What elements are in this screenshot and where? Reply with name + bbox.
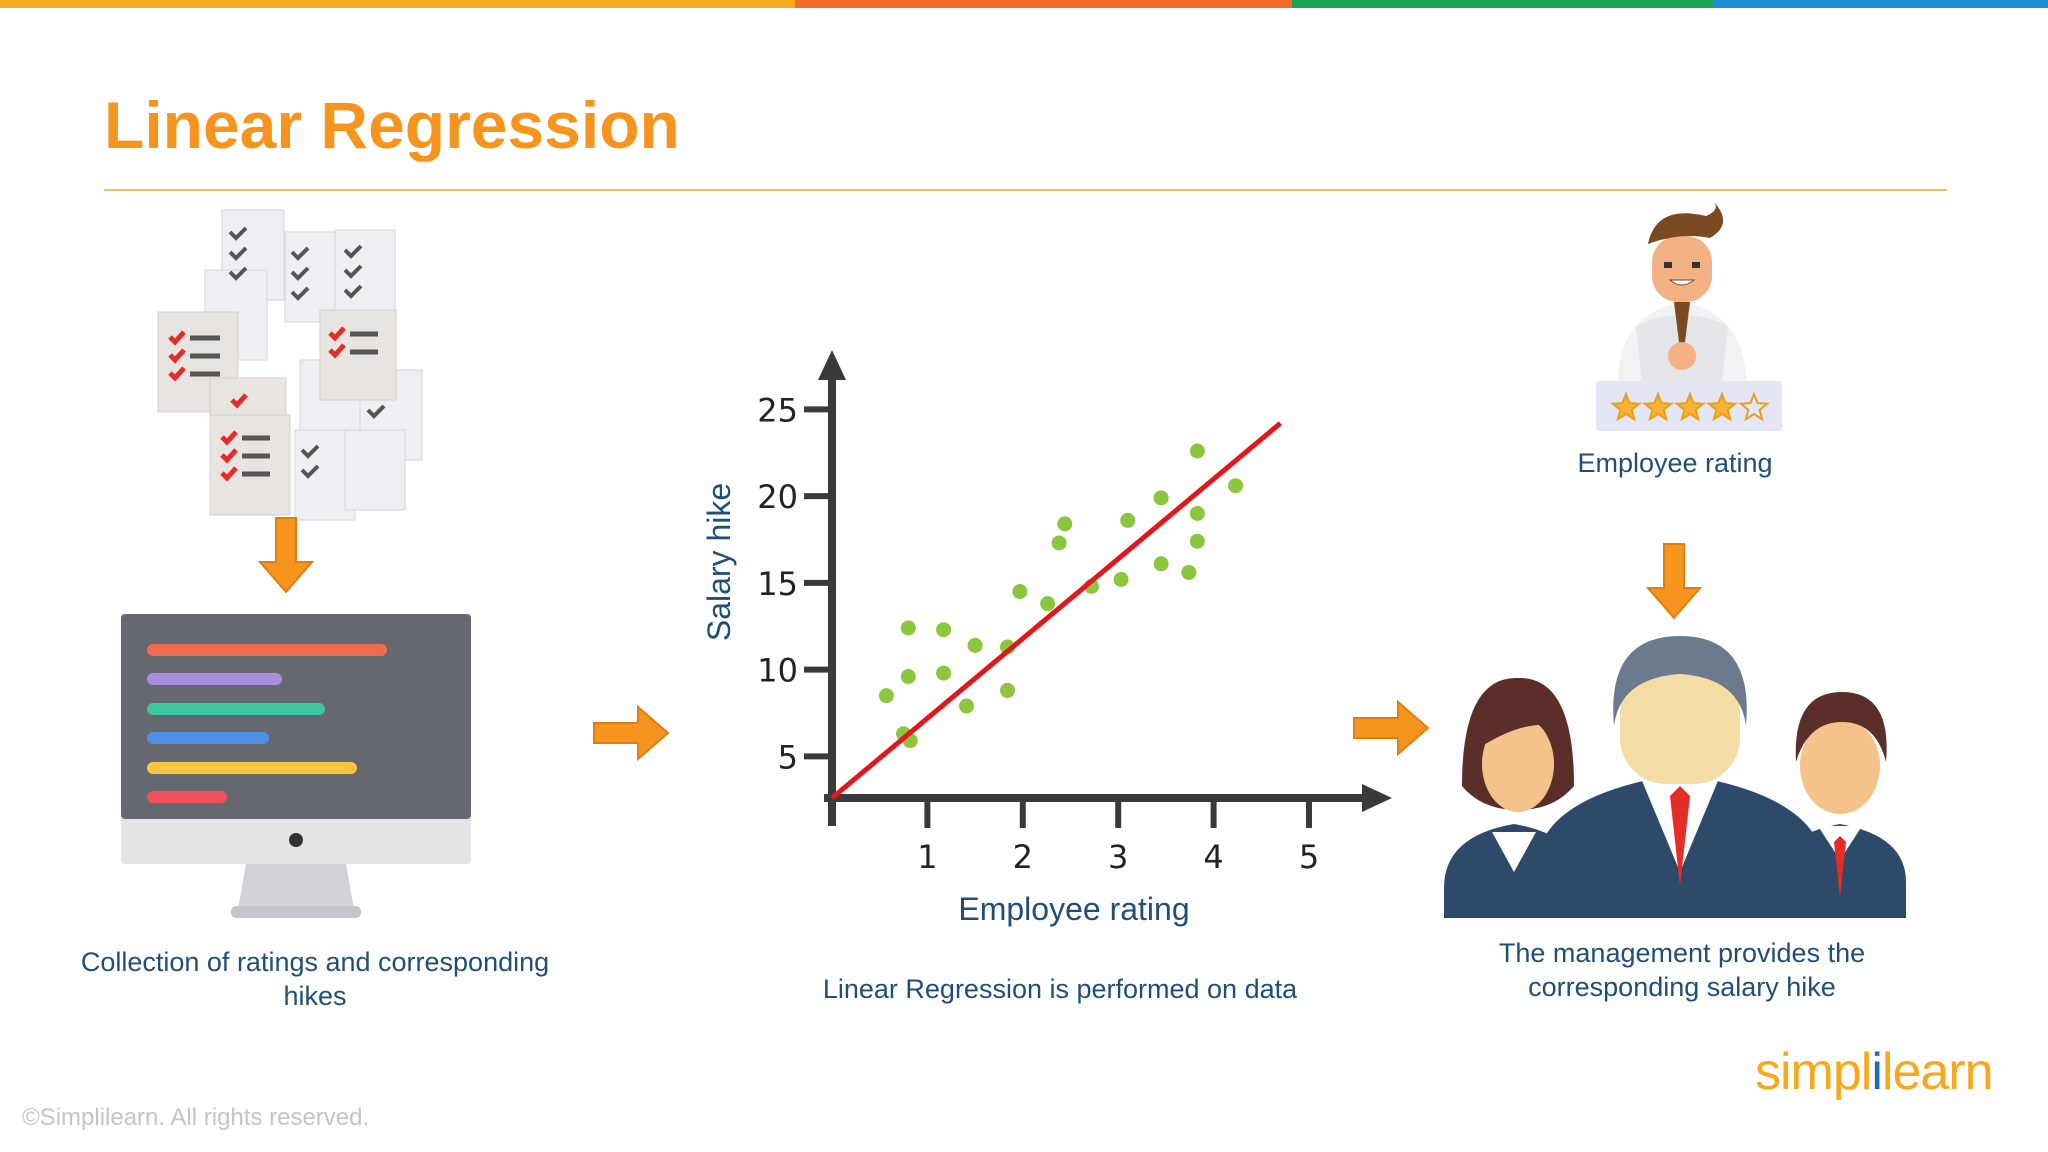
employee-rating-label: Employee rating [1577, 448, 1773, 478]
rating-stars [1596, 381, 1782, 431]
simplilearn-logo: simplilearn [1755, 1042, 1994, 1102]
regression-line [830, 421, 1282, 800]
x-tick-label: 3 [1108, 838, 1128, 876]
data-point [1153, 556, 1169, 572]
data-point [878, 688, 894, 704]
red-checks [168, 326, 346, 482]
slide-title: Linear Regression [104, 88, 680, 162]
data-point [1153, 490, 1169, 506]
check-marks [228, 226, 386, 479]
management-icon [1444, 636, 1906, 918]
star-filled-icon [1642, 391, 1674, 422]
step3-caption-line2: corresponding salary hike [1528, 972, 1836, 1002]
data-point [1000, 682, 1016, 698]
monitor-icon [121, 614, 471, 918]
x-axis-label: Employee rating [958, 891, 1189, 927]
top-color-bar [0, 0, 2048, 8]
step1-caption-line2: hikes [283, 981, 347, 1011]
x-tick-label: 5 [1299, 838, 1319, 876]
y-tick-label: 5 [778, 738, 798, 776]
logo-sep: i [1871, 1043, 1883, 1101]
y-tick-label: 20 [757, 478, 798, 516]
y-tick-label: 15 [757, 565, 798, 603]
copyright-text: ©Simplilearn. All rights reserved. [22, 1104, 370, 1131]
manager-center [1536, 636, 1824, 918]
star-empty-icon [1738, 391, 1770, 422]
doc-front [157, 309, 397, 516]
data-point [1181, 564, 1197, 580]
data-point [1189, 533, 1205, 549]
arrow-right-icon [1353, 699, 1430, 757]
data-point [1120, 512, 1136, 528]
step1-caption: Collection of ratings and corresponding … [50, 945, 580, 1013]
top-bar-segment [795, 0, 1292, 8]
arrow-down-icon [257, 517, 315, 594]
logo-right: learn [1881, 1043, 1994, 1101]
data-point [1189, 443, 1205, 459]
star-filled-icon [1706, 391, 1738, 422]
data-point [936, 665, 952, 681]
x-tick-label: 4 [1203, 838, 1223, 876]
data-point [1057, 516, 1073, 532]
data-point [1012, 584, 1028, 600]
title-rule [104, 189, 1947, 191]
data-point [1040, 596, 1056, 612]
top-bar-segment [1713, 0, 2048, 8]
star-filled-icon [1610, 391, 1642, 422]
data-point [959, 698, 975, 714]
step3-caption: The management provides the correspondin… [1440, 936, 1924, 1004]
documents-icon [157, 209, 423, 521]
top-bar-segment [0, 0, 795, 8]
x-tick-label: 1 [917, 838, 937, 876]
step3-caption-line1: The management provides the [1498, 938, 1866, 968]
dark-lines [190, 331, 378, 477]
data-point [1228, 478, 1244, 494]
data-point [1189, 505, 1205, 521]
y-axis-label: Salary hike [701, 483, 737, 641]
y-tick-label: 25 [757, 391, 798, 429]
data-point [936, 622, 952, 638]
y-tick-label: 10 [757, 652, 798, 690]
logo-left: simpl [1755, 1043, 1872, 1101]
step2-caption: Linear Regression is performed on data [822, 974, 1298, 1004]
top-bar-segment [1292, 0, 1713, 8]
data-point [1113, 571, 1129, 587]
x-axis-arrow [1362, 784, 1392, 812]
arrow-down-icon [1645, 543, 1703, 620]
employee-icon [1618, 202, 1746, 384]
code-lines [147, 644, 387, 803]
star-filled-icon [1674, 391, 1706, 422]
data-point [967, 637, 983, 653]
y-axis-arrow [818, 350, 846, 380]
step1-caption-line1: Collection of ratings and corresponding [80, 947, 550, 977]
x-tick-label: 2 [1013, 838, 1033, 876]
data-point [900, 620, 916, 636]
data-point [900, 669, 916, 685]
arrow-right-icon [593, 704, 670, 762]
regression-chart: 1 2 3 4 5 5 10 15 20 25 Employee rating Salary hi… [701, 350, 1392, 927]
data-point [1051, 535, 1067, 551]
